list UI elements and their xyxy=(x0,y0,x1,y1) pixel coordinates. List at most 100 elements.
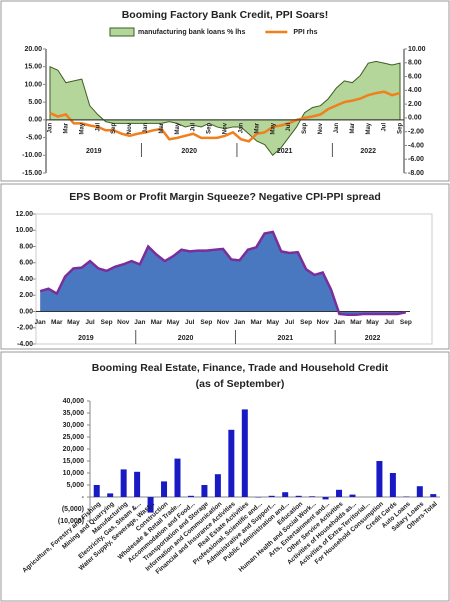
bar xyxy=(120,469,127,497)
x-tick-label: Mar xyxy=(151,319,163,326)
x-tick-label: Mar xyxy=(350,122,356,133)
x-group-label: 2020 xyxy=(178,335,194,342)
y-tick-label: 4.00 xyxy=(408,87,422,94)
x-tick-label: Mar xyxy=(63,122,69,133)
y-tick-label: 20.00 xyxy=(24,46,42,53)
x-tick-label: Mar xyxy=(250,319,262,326)
bar xyxy=(93,485,100,497)
legend-label: PPI rhs xyxy=(293,29,317,36)
x-tick-label: May xyxy=(175,122,181,134)
x-tick-label: Sep xyxy=(400,319,412,326)
bar xyxy=(214,474,221,497)
x-tick-label: Jul xyxy=(286,123,292,132)
x-tick-label: Nov xyxy=(217,319,230,326)
x-tick-label: Jan xyxy=(35,319,46,326)
y-tick-label: 10.00 xyxy=(24,81,42,88)
y-tick-label: (5,000) xyxy=(62,506,84,513)
x-tick-label: Jan xyxy=(143,123,149,134)
bar xyxy=(187,495,194,497)
x-tick-label: May xyxy=(366,122,372,134)
bar xyxy=(322,497,329,500)
y-tick-label: 5.00 xyxy=(28,99,42,106)
y-tick-label: 4.00 xyxy=(19,276,33,283)
x-group-label: 2021 xyxy=(278,335,294,342)
x-tick-label: Nov xyxy=(117,319,130,326)
chart-subtitle: (as of September) xyxy=(196,378,285,390)
x-tick-label: Sep xyxy=(300,319,312,326)
y-tick-label: 40,000 xyxy=(63,398,85,405)
y-tick-label: 6.00 xyxy=(19,260,33,267)
x-tick-label: Jan xyxy=(334,123,340,134)
x-tick-label: Sep xyxy=(398,123,404,134)
x-tick-label: Mar xyxy=(350,319,362,326)
bar xyxy=(376,461,383,497)
y-tick-label: 25,000 xyxy=(63,434,85,441)
bar xyxy=(147,497,154,513)
legend-label: manufacturing bank loans % lhs xyxy=(138,29,245,36)
y-tick-label: 8.00 xyxy=(408,60,422,67)
x-tick-label: Jan xyxy=(234,319,245,326)
x-tick-label: Jul xyxy=(95,123,101,132)
y-tick-label: (10,000) xyxy=(58,518,84,525)
x-tick-label: Jul xyxy=(285,319,295,326)
bar xyxy=(389,473,396,497)
x-tick-label: Jul xyxy=(191,123,197,132)
x-tick-label: May xyxy=(79,122,85,134)
area xyxy=(40,231,406,315)
y-tick-label: 8.00 xyxy=(19,243,33,250)
x-tick-label: May xyxy=(366,319,379,326)
y-tick-label: -4.00 xyxy=(408,142,424,149)
bar xyxy=(349,494,356,497)
chart-title: Booming Factory Bank Credit, PPI Soars! xyxy=(122,9,329,21)
plot-frame xyxy=(35,213,433,345)
bar xyxy=(336,489,343,497)
y-tick-label: -6.00 xyxy=(408,156,424,163)
x-tick-label: Jan xyxy=(334,319,345,326)
bar xyxy=(282,492,289,497)
chart-title: EPS Boom or Profit Margin Squeeze? Negat… xyxy=(69,191,381,203)
y-tick-label: 35,000 xyxy=(63,410,85,417)
bar xyxy=(201,485,208,497)
bar xyxy=(416,486,423,497)
line xyxy=(39,230,407,316)
x-tick-label: Nov xyxy=(317,319,330,326)
chart-title: Booming Real Estate, Finance, Trade and … xyxy=(92,362,389,374)
y-tick-label: -4.00 xyxy=(17,341,33,348)
x-tick-label: Sep xyxy=(200,319,212,326)
bar xyxy=(268,495,275,497)
x-group-label: 2022 xyxy=(365,335,381,342)
x-tick-label: May xyxy=(67,319,80,326)
y-tick-label: 2.00 xyxy=(408,101,422,108)
y-tick-label: -10.00 xyxy=(22,152,42,159)
y-tick-label: 10.00 xyxy=(15,227,33,234)
y-tick-label: 15.00 xyxy=(24,64,42,71)
x-tick-label: Nov xyxy=(318,122,324,134)
y-tick-label: 5,000 xyxy=(66,482,84,489)
x-tick-label: Sep xyxy=(101,319,113,326)
legend-swatch xyxy=(109,27,135,37)
y-tick-label: 0.00 xyxy=(408,115,422,122)
x-tick-label: Nov xyxy=(223,122,229,134)
panel xyxy=(0,351,450,602)
x-tick-label: Sep xyxy=(302,123,308,134)
x-tick-label: Mar xyxy=(51,319,63,326)
bar xyxy=(107,493,114,497)
x-tick-label: Jul xyxy=(385,319,395,326)
y-tick-label: 2.00 xyxy=(19,292,33,299)
y-tick-label: 20,000 xyxy=(63,446,85,453)
y-tick-label: 0.00 xyxy=(19,308,33,315)
x-group-label: 2020 xyxy=(181,148,197,155)
x-group-label: 2021 xyxy=(277,148,293,155)
bar xyxy=(161,481,168,497)
x-tick-label: May xyxy=(167,319,180,326)
x-tick-label: Jul xyxy=(382,123,388,132)
x-tick-label: Jan xyxy=(48,123,54,134)
y-tick-label: -5.00 xyxy=(26,134,42,141)
x-tick-label: May xyxy=(270,122,276,134)
y-tick-label: 10.00 xyxy=(408,46,426,53)
x-tick-label: Jan xyxy=(134,319,145,326)
bar xyxy=(309,496,316,497)
y-tick-label: - xyxy=(82,494,85,501)
bar xyxy=(295,495,302,497)
